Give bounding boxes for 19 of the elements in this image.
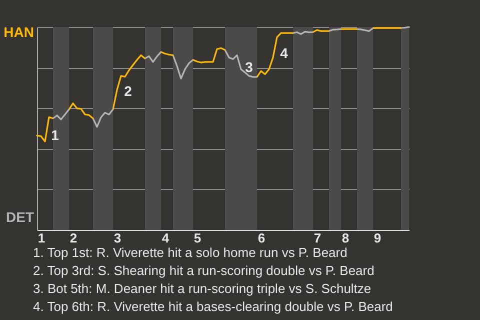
text: 3. Bot 5th: M. Deaner hit a run-scoring triple vs S. Schultze bbox=[33, 281, 372, 296]
x-tick-label: 2 bbox=[70, 230, 78, 246]
annotation: 1 bbox=[51, 127, 60, 143]
annotation: 2 bbox=[124, 83, 132, 99]
x-tick-label: 9 bbox=[374, 230, 382, 246]
text: DET bbox=[6, 209, 34, 225]
annotation: 4 bbox=[280, 45, 288, 61]
x-tick-label: 1 bbox=[38, 230, 46, 246]
x-tick-label: 6 bbox=[258, 230, 266, 246]
text: 4. Top 6th: R. Viverette hit a bases-clearing double vs P. Beard bbox=[33, 299, 393, 314]
x-tick-label: 5 bbox=[194, 230, 202, 246]
x-tick-label: 7 bbox=[314, 230, 322, 246]
x-tick-label: 3 bbox=[114, 230, 122, 246]
annotation: 3 bbox=[245, 59, 254, 75]
x-tick-label: 4 bbox=[162, 230, 170, 246]
text: 2. Top 3rd: S. Shearing hit a run-scoring double vs P. Beard bbox=[33, 263, 374, 278]
x-tick-label: 8 bbox=[342, 230, 350, 246]
text: 1. Top 1st: R. Viverette hit a solo home run vs P. Beard bbox=[33, 245, 348, 260]
text: HAN bbox=[4, 24, 34, 40]
